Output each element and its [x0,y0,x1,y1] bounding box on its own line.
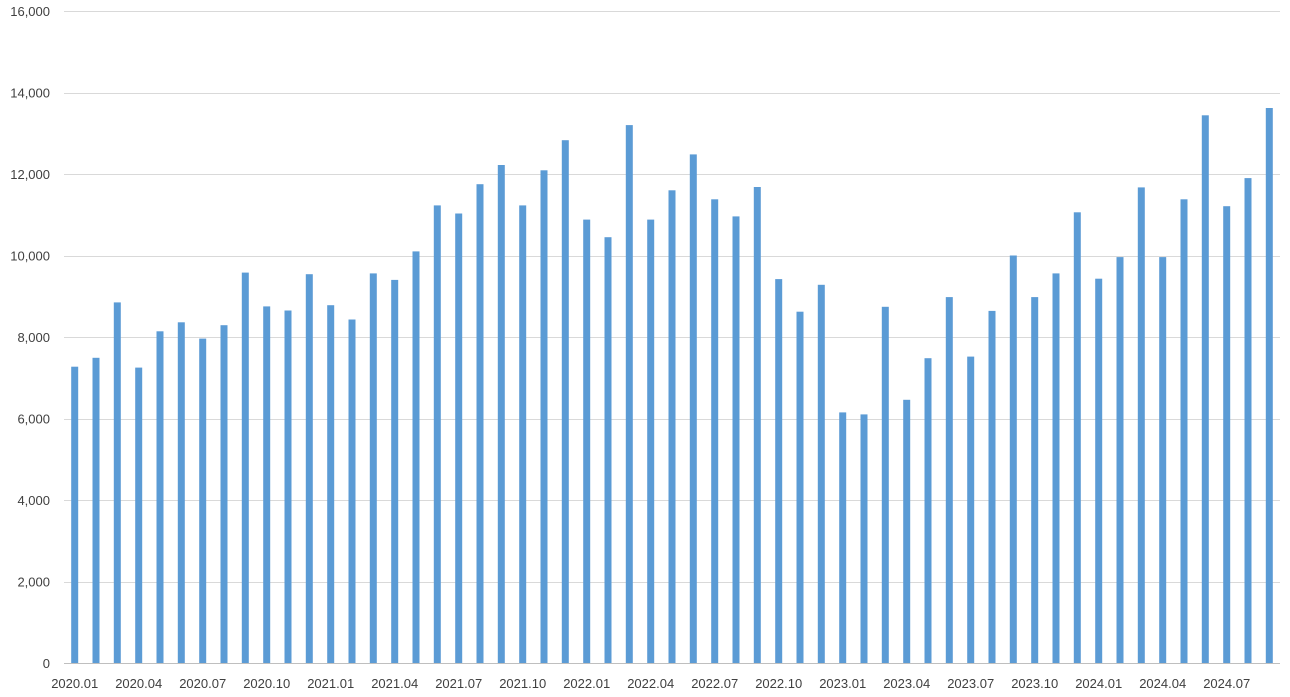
bar [263,306,271,663]
bar [199,338,207,663]
bar [817,284,825,663]
bar [924,358,932,663]
bar [860,414,868,663]
y-tick-label: 14,000 [10,86,50,101]
bar [284,310,292,663]
bar [156,331,164,663]
bar [540,170,548,664]
bar [668,190,676,664]
x-tick-label: 2024.04 [1139,676,1186,691]
x-axis-tick-labels: 2020.01 2020.04 2020.07 2020.10 2021.01 2021.… [51,676,1250,691]
bar [71,366,79,663]
bar [177,322,185,663]
x-tick-label: 2022.10 [755,676,802,691]
bar [839,412,847,663]
bar [1180,199,1188,664]
bar [135,367,143,663]
bar [1137,187,1145,663]
bar [348,319,356,663]
y-tick-label: 12,000 [10,167,50,182]
bar [967,356,975,663]
bar [1073,212,1081,664]
x-tick-label: 2020.01 [51,676,98,691]
bars [71,108,1273,664]
bar [945,297,953,663]
x-tick-label: 2020.07 [179,676,226,691]
bar [455,213,463,663]
x-tick-label: 2022.04 [627,676,674,691]
y-axis-tick-labels: 0 2,000 4,000 6,000 8,000 10,000 12,000 14,000 1… [10,4,50,671]
bar [92,357,100,663]
bar [903,399,911,663]
bar [625,125,633,664]
x-tick-label: 2023.07 [947,676,994,691]
bar [412,251,420,663]
bar [1031,297,1039,663]
bar [711,199,719,664]
x-tick-label: 2021.04 [371,676,418,691]
bar [241,272,249,663]
bar [369,273,377,663]
x-tick-label: 2021.01 [307,676,354,691]
bar [604,237,612,663]
y-tick-label: 10,000 [10,249,50,264]
y-tick-label: 6,000 [17,412,50,427]
x-tick-label: 2022.01 [563,676,610,691]
x-tick-label: 2021.07 [435,676,482,691]
bar [1223,206,1231,663]
bar [1244,178,1252,663]
bar [1116,257,1124,663]
x-tick-label: 2020.10 [243,676,290,691]
x-tick-label: 2024.07 [1203,676,1250,691]
bar [988,310,996,663]
x-tick-label: 2023.04 [883,676,930,691]
x-tick-label: 2023.10 [1011,676,1058,691]
bar [327,305,335,663]
y-tick-label: 4,000 [17,493,50,508]
x-tick-label: 2020.04 [115,676,162,691]
bar [1159,257,1167,663]
x-tick-label: 2024.01 [1075,676,1122,691]
bar [391,279,399,663]
bar [497,165,505,663]
x-tick-label: 2022.07 [691,676,738,691]
bar [689,154,697,663]
bar [796,311,804,663]
bar [881,306,889,663]
bar [113,302,121,663]
bar [519,205,527,663]
y-tick-label: 8,000 [17,330,50,345]
bar [732,216,740,663]
bar [647,219,655,663]
bar [561,140,569,663]
bar [1009,255,1017,663]
bar [476,184,484,663]
bar [1265,108,1273,663]
bar [220,325,228,663]
bar [305,274,313,663]
x-tick-label: 2021.10 [499,676,546,691]
bar [775,279,783,663]
y-tick-label: 2,000 [17,575,50,590]
y-tick-label: 0 [43,656,50,671]
bar [1052,273,1060,663]
y-tick-label: 16,000 [10,4,50,19]
bar [1201,115,1209,664]
bar [433,205,441,663]
x-tick-label: 2023.01 [819,676,866,691]
bar [583,219,591,663]
bar [753,187,761,663]
bar [1095,278,1103,663]
